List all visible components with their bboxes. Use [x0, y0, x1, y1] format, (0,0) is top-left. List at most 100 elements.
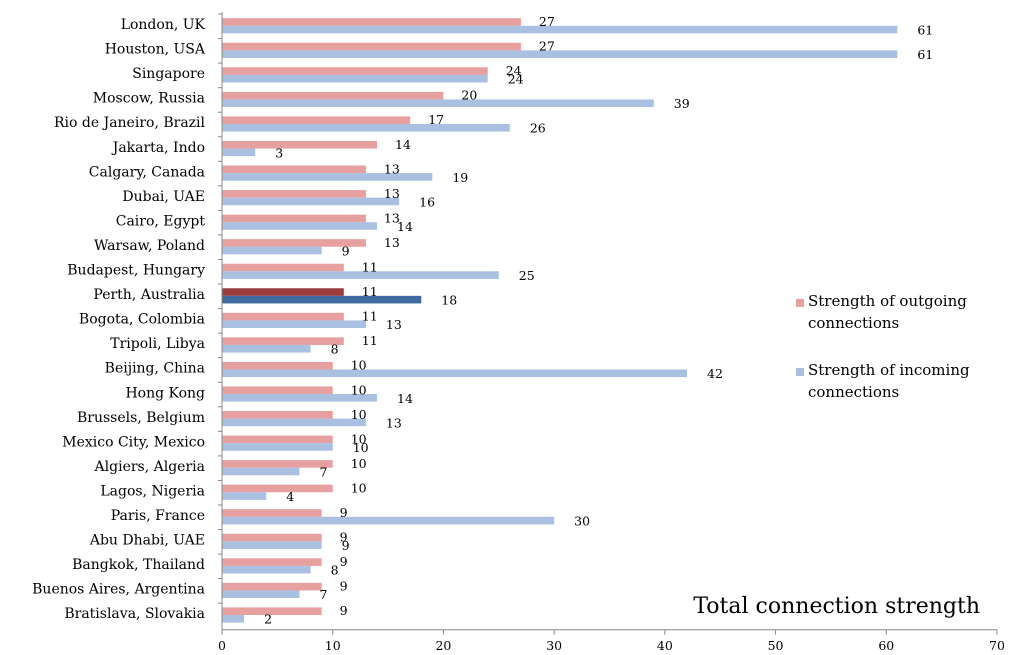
value-label-incoming-warsaw-poland: 9	[342, 243, 350, 258]
bar-incoming-brussels-belgium	[222, 418, 366, 427]
value-label-outgoing-abu-dhabi-uae: 9	[340, 530, 348, 545]
category-label-bratislava-slovakia: Bratislava, Slovakia	[64, 606, 205, 622]
category-label-brussels-belgium: Brussels, Belgium	[77, 410, 205, 426]
value-label-outgoing-algiers-algeria: 10	[351, 456, 367, 471]
value-label-incoming-london-uk: 61	[917, 23, 933, 38]
value-label-outgoing-brussels-belgium: 10	[351, 407, 367, 422]
value-label-incoming-jakarta-indo: 3	[275, 145, 283, 160]
value-label-incoming-houston-usa: 61	[917, 47, 933, 62]
category-label-perth-australia: Perth, Australia	[93, 287, 205, 303]
x-tick-label-20: 20	[435, 638, 451, 653]
value-label-incoming-hong-kong: 14	[397, 391, 413, 406]
value-label-outgoing-mexico-city-mexico: 10	[351, 431, 367, 446]
x-tick-label-60: 60	[878, 638, 894, 653]
bars-group	[222, 18, 898, 623]
bar-outgoing-lagos-nigeria	[222, 484, 333, 493]
value-label-incoming-algiers-algeria: 7	[320, 464, 328, 479]
bar-outgoing-singapore	[222, 67, 488, 75]
x-tick-label-70: 70	[989, 638, 1005, 653]
value-label-incoming-cairo-egypt: 14	[397, 219, 413, 234]
value-label-incoming-moscow-russia: 39	[674, 96, 690, 111]
value-label-outgoing-tripoli-libya: 11	[362, 333, 378, 348]
value-label-outgoing-budapest-hungary: 11	[362, 260, 378, 275]
legend-label-outgoing: Strength of outgoing connections	[808, 292, 967, 332]
value-label-incoming-lagos-nigeria: 4	[286, 489, 294, 504]
bar-outgoing-abu-dhabi-uae	[222, 533, 322, 542]
bar-outgoing-buenos-aires-argentina	[222, 582, 322, 591]
bar-outgoing-algiers-algeria	[222, 460, 333, 468]
category-label-beijing-china: Beijing, China	[105, 361, 205, 377]
value-labels: 2761276124242039172614313191316131413911…	[264, 14, 933, 627]
bar-incoming-hong-kong	[222, 394, 377, 402]
value-label-outgoing-perth-australia: 11	[362, 284, 378, 299]
value-label-incoming-abu-dhabi-uae: 9	[342, 538, 350, 553]
bar-outgoing-warsaw-poland	[222, 239, 366, 247]
bar-outgoing-beijing-china	[222, 361, 333, 370]
category-label-lagos-nigeria: Lagos, Nigeria	[100, 483, 205, 499]
value-label-incoming-budapest-hungary: 25	[519, 268, 535, 283]
category-label-rio-de-janeiro-brazil: Rio de Janeiro, Brazil	[54, 115, 206, 131]
bar-incoming-houston-usa	[222, 50, 898, 58]
category-label-bogota-colombia: Bogota, Colombia	[79, 312, 205, 328]
bar-incoming-dubai-uae	[222, 197, 400, 206]
value-label-outgoing-singapore: 24	[506, 63, 522, 78]
value-label-outgoing-buenos-aires-argentina: 9	[340, 579, 348, 594]
category-label-abu-dhabi-uae: Abu Dhabi, UAE	[89, 533, 205, 549]
bar-incoming-budapest-hungary	[222, 271, 499, 279]
x-tick-label-30: 30	[546, 638, 562, 653]
value-label-incoming-bangkok-thailand: 8	[331, 563, 339, 578]
value-label-incoming-calgary-canada: 19	[452, 170, 468, 185]
bar-outgoing-houston-usa	[222, 42, 521, 51]
bar-outgoing-paris-france	[222, 509, 322, 517]
value-label-outgoing-cairo-egypt: 13	[384, 210, 400, 225]
value-label-incoming-brussels-belgium: 13	[386, 415, 402, 430]
category-label-paris-france: Paris, France	[111, 508, 205, 524]
value-label-incoming-buenos-aires-argentina: 7	[320, 587, 328, 602]
x-tick-label-10: 10	[325, 638, 341, 653]
value-label-incoming-bratislava-slovakia: 2	[264, 612, 272, 627]
value-label-outgoing-london-uk: 27	[539, 14, 555, 29]
category-label-buenos-aires-argentina: Buenos Aires, Argentina	[32, 582, 205, 598]
bar-outgoing-bratislava-slovakia	[222, 607, 322, 615]
category-label-budapest-hungary: Budapest, Hungary	[67, 263, 205, 279]
bar-incoming-paris-france	[222, 516, 555, 525]
bar-incoming-bogota-colombia	[222, 320, 366, 328]
bar-incoming-bratislava-slovakia	[222, 615, 245, 623]
bar-outgoing-mexico-city-mexico	[222, 435, 333, 444]
value-label-outgoing-dubai-uae: 13	[384, 186, 400, 201]
bar-outgoing-brussels-belgium	[222, 411, 333, 419]
value-label-incoming-dubai-uae: 16	[419, 194, 435, 209]
value-label-outgoing-hong-kong: 10	[351, 382, 367, 397]
value-label-incoming-perth-australia: 18	[441, 293, 457, 308]
category-label-moscow-russia: Moscow, Russia	[93, 91, 205, 107]
bar-incoming-calgary-canada	[222, 173, 433, 181]
bar-incoming-singapore	[222, 74, 488, 83]
x-axis-title: Total connection strength	[693, 594, 980, 619]
value-label-outgoing-rio-de-janeiro-brazil: 17	[428, 112, 444, 127]
category-label-cairo-egypt: Cairo, Egypt	[116, 213, 206, 229]
bar-incoming-mexico-city-mexico	[222, 443, 333, 451]
category-label-tripoli-libya: Tripoli, Libya	[110, 336, 205, 352]
bar-outgoing-perth-australia	[222, 288, 344, 296]
bar-incoming-bangkok-thailand	[222, 565, 311, 574]
bar-incoming-lagos-nigeria	[222, 492, 267, 500]
value-label-outgoing-bangkok-thailand: 9	[340, 554, 348, 569]
value-label-outgoing-bratislava-slovakia: 9	[340, 603, 348, 618]
bar-incoming-buenos-aires-argentina	[222, 590, 300, 599]
legend-swatch-incoming	[796, 368, 804, 376]
bar-incoming-abu-dhabi-uae	[222, 541, 322, 549]
value-label-outgoing-moscow-russia: 20	[461, 88, 477, 103]
bar-outgoing-hong-kong	[222, 386, 333, 395]
bar-outgoing-bangkok-thailand	[222, 558, 322, 566]
category-label-bangkok-thailand: Bangkok, Thailand	[72, 557, 205, 573]
x-tick-label-50: 50	[768, 638, 784, 653]
bar-outgoing-calgary-canada	[222, 165, 366, 174]
category-label-algiers-algeria: Algiers, Algeria	[94, 459, 205, 475]
bar-outgoing-budapest-hungary	[222, 263, 344, 272]
bar-outgoing-cairo-egypt	[222, 214, 366, 223]
value-label-incoming-rio-de-janeiro-brazil: 26	[530, 121, 546, 136]
axes-group: 0 10 20 30 40 50 60 70	[218, 12, 1005, 653]
bar-outgoing-tripoli-libya	[222, 337, 344, 345]
x-tick-label-40: 40	[657, 638, 673, 653]
value-label-incoming-tripoli-libya: 8	[331, 342, 339, 357]
